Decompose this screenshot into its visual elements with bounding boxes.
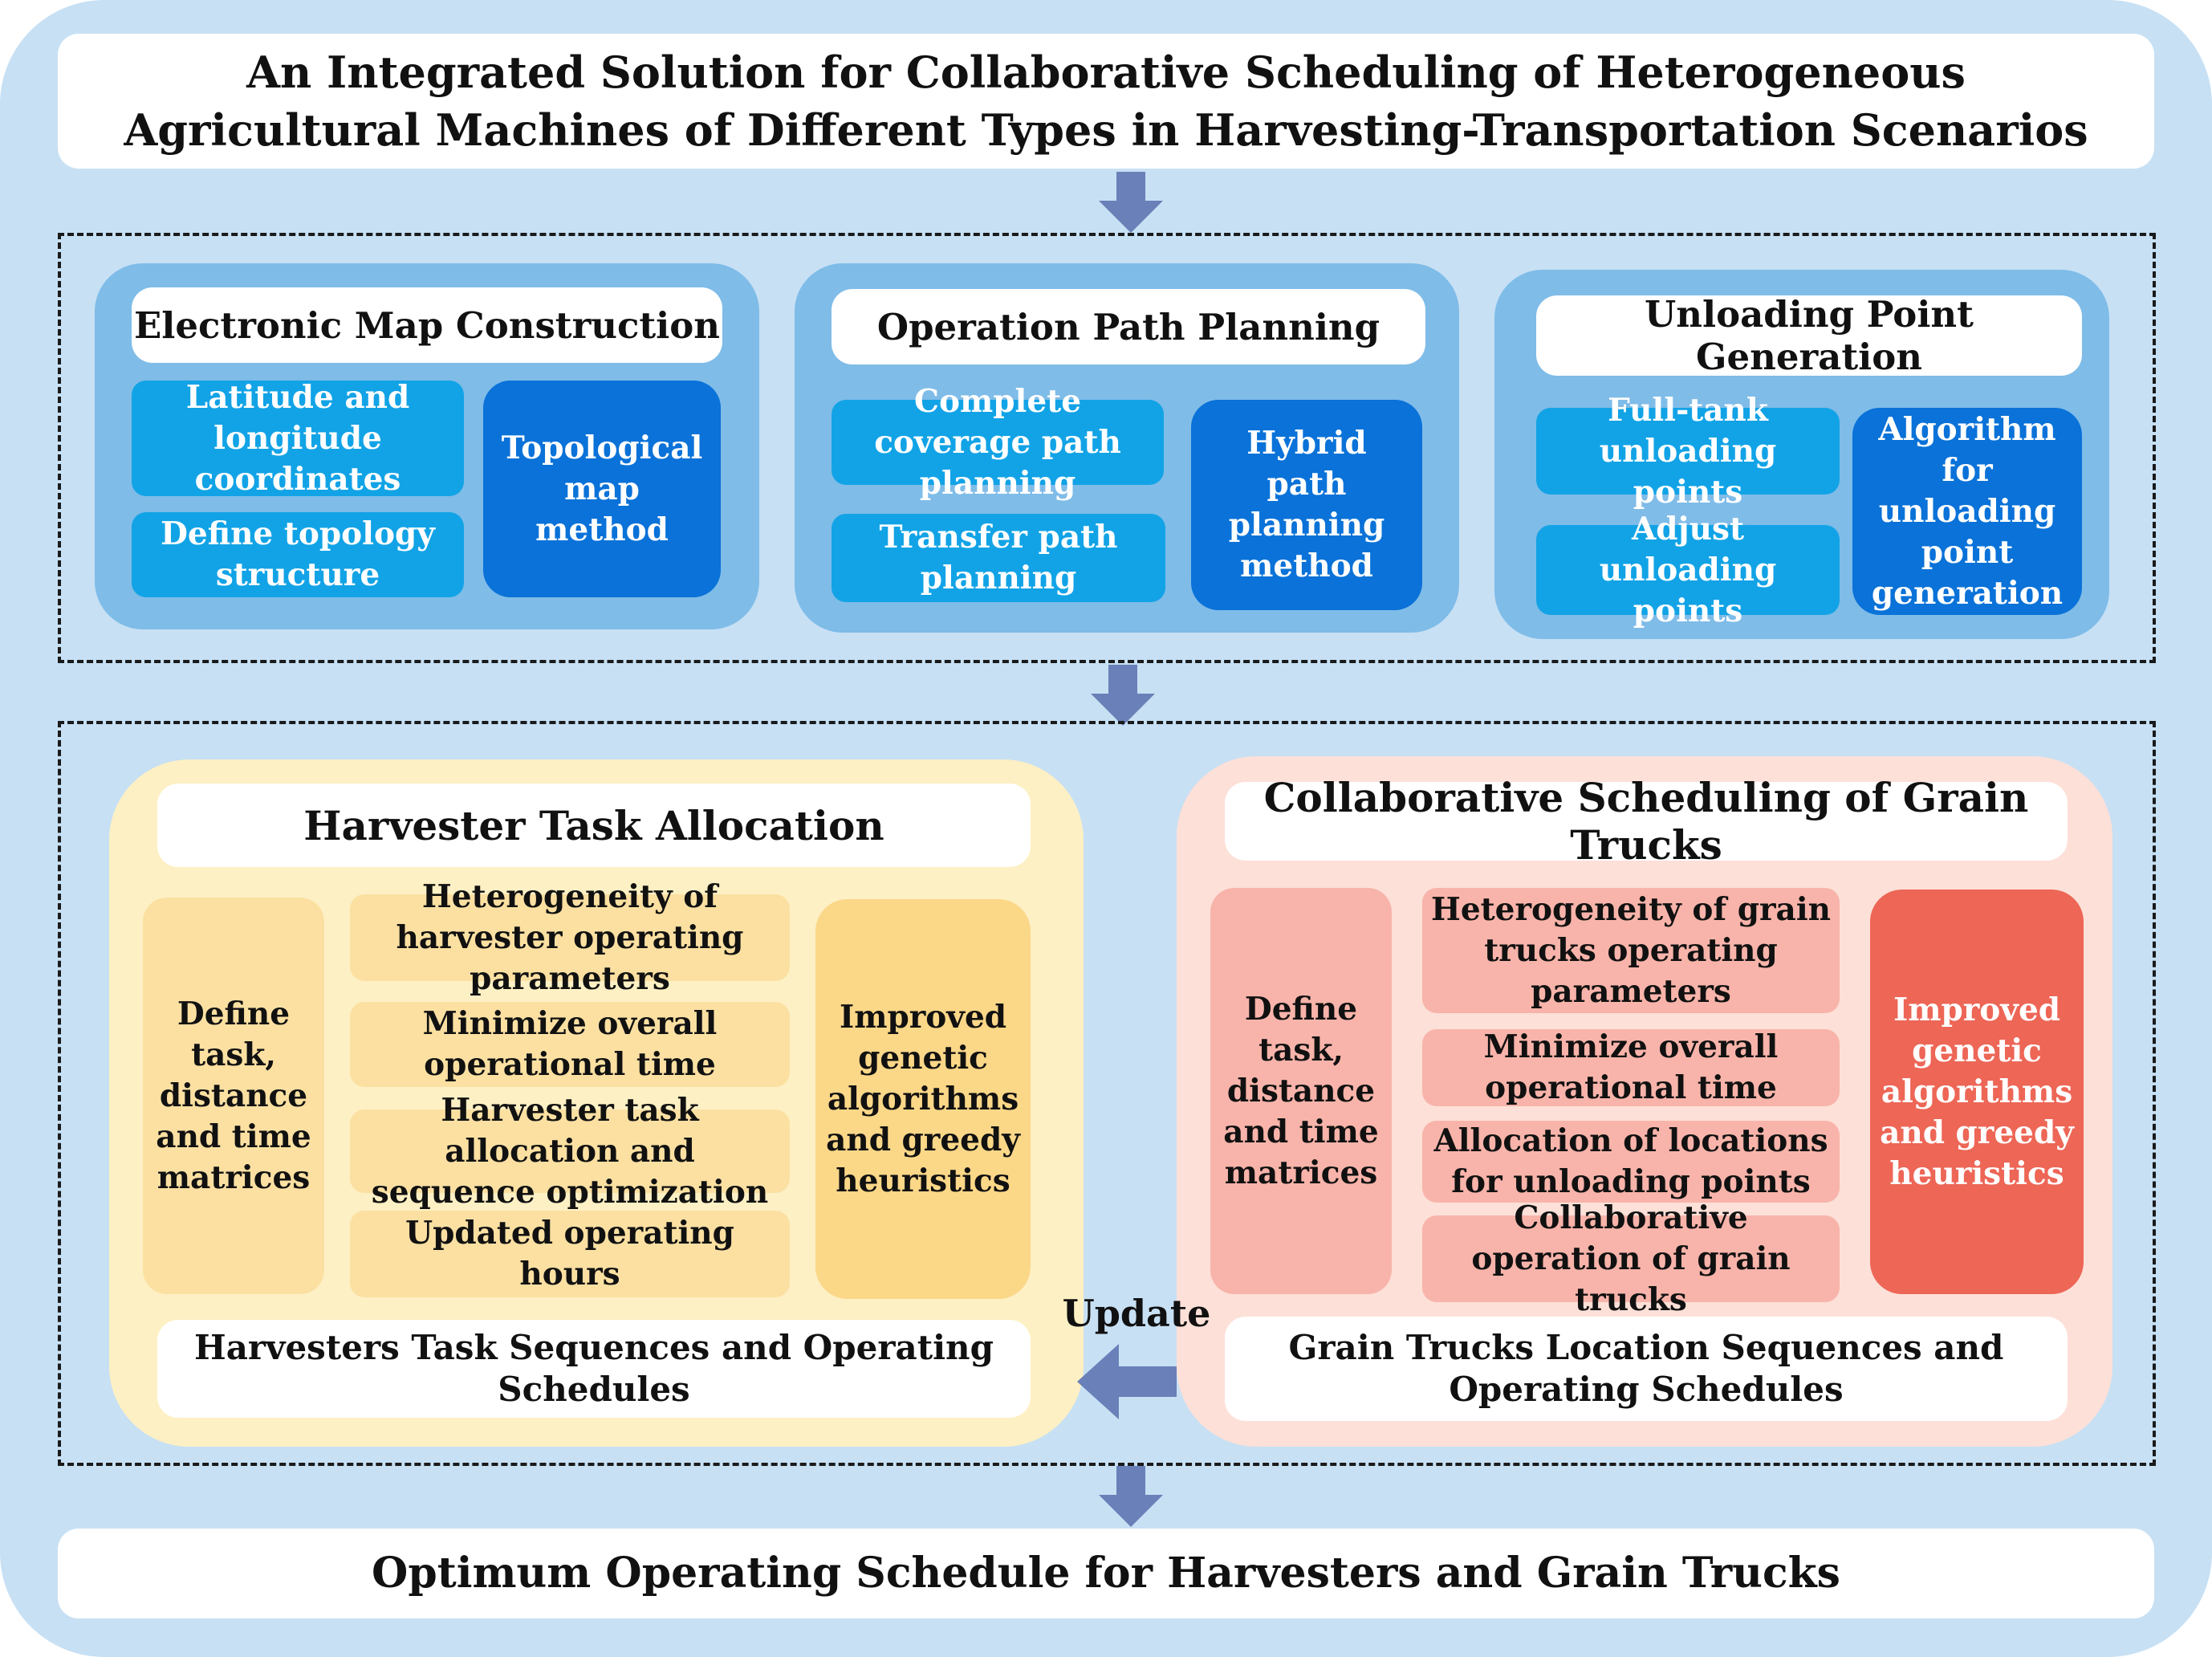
map-method-text: Topological map method — [501, 429, 703, 548]
unload-item-adjust-text: Adjust unloading points — [1599, 510, 1777, 629]
trucks-item-locations: Allocation of locations for unloading po… — [1422, 1121, 1840, 1203]
harvester-item-minimize: Minimize overall operational time — [350, 1002, 790, 1087]
unloading-point-title: Unloading Point Generation — [1536, 293, 2082, 378]
harvester-item-heterogeneity: Heterogeneity of harvester operating par… — [350, 878, 790, 997]
map-item-topology: Define topology structure — [132, 512, 464, 597]
trucks-define-matrices: Define task, distance and time matrices — [1210, 888, 1392, 1294]
harvester-algorithm-text: Improved genetic algorithms and greedy h… — [826, 998, 1020, 1199]
harvester-task-title-text: Harvester Task Allocation — [303, 801, 884, 849]
map-construction-title-text: Electronic Map Construction — [133, 303, 721, 347]
unload-item-adjust: Adjust unloading points — [1536, 511, 1840, 629]
preparation-stage-group — [58, 233, 2156, 663]
map-method: Topological map method — [483, 381, 721, 597]
unload-method-text: Algorithm for unloading point generation — [1871, 410, 2064, 612]
harvester-define-matrices: Define task, distance and time matrices — [143, 898, 324, 1294]
trucks-define-matrices-text: Define task, distance and time matrices — [1223, 990, 1379, 1191]
path-item-coverage-text: Complete coverage path planning — [874, 382, 1121, 502]
path-planning-title-text: Operation Path Planning — [876, 305, 1380, 348]
trucks-item-minimize-text: Minimize overall operational time — [1483, 1028, 1779, 1106]
trucks-item-heterogeneity-text: Heterogeneity of grain trucks operating … — [1431, 890, 1831, 1010]
arrow-left-update — [1077, 1344, 1177, 1419]
final-output-text: Optimum Operating Schedule for Harvester… — [372, 1549, 1840, 1598]
update-label: Update — [1056, 1288, 1217, 1339]
map-item-coordinates: Latitude and longitude coordinates — [132, 379, 464, 498]
harvester-item-updated-hours: Updated operating hours — [350, 1211, 790, 1297]
harvester-output-text: Harvesters Task Sequences and Operating … — [194, 1328, 994, 1409]
update-label-text: Update — [1062, 1292, 1211, 1335]
arrow-down-1 — [1099, 172, 1163, 233]
path-method: Hybrid path planning method — [1191, 400, 1422, 610]
main-title: An Integrated Solution for Collaborative… — [58, 34, 2154, 169]
map-construction-title: Electronic Map Construction — [132, 287, 722, 363]
main-title-text: An Integrated Solution for Collaborative… — [124, 47, 2088, 156]
trucks-output: Grain Trucks Location Sequences and Oper… — [1225, 1317, 2068, 1421]
harvester-output: Harvesters Task Sequences and Operating … — [157, 1320, 1031, 1418]
trucks-item-collaborative: Collaborative operation of grain trucks — [1422, 1199, 1840, 1318]
unload-item-full-tank-text: Full-tank unloading points — [1599, 391, 1777, 511]
path-item-transfer-text: Transfer path planning — [879, 519, 1118, 596]
harvester-define-matrices-text: Define task, distance and time matrices — [156, 995, 311, 1196]
scheduling-stage-group — [58, 721, 2156, 1466]
trucks-item-heterogeneity: Heterogeneity of grain trucks operating … — [1422, 888, 1840, 1013]
trucks-output-text: Grain Trucks Location Sequences and Oper… — [1288, 1328, 2004, 1409]
unloading-point-title-text: Unloading Point Generation — [1645, 293, 1974, 378]
path-planning-title: Operation Path Planning — [832, 289, 1425, 364]
map-item-topology-text: Define topology structure — [161, 515, 435, 593]
harvester-item-allocation: Harvester task allocation and sequence o… — [350, 1092, 790, 1211]
unload-item-full-tank: Full-tank unloading points — [1536, 392, 1840, 511]
map-item-coordinates-text: Latitude and longitude coordinates — [185, 378, 410, 498]
trucks-item-collaborative-text: Collaborative operation of grain trucks — [1471, 1199, 1791, 1318]
unload-method: Algorithm for unloading point generation — [1852, 408, 2082, 615]
path-method-text: Hybrid path planning method — [1228, 425, 1385, 584]
path-item-transfer: Transfer path planning — [832, 514, 1165, 602]
harvester-item-updated-hours-text: Updated operating hours — [405, 1215, 734, 1293]
harvester-task-title: Harvester Task Allocation — [157, 784, 1031, 867]
trucks-algorithm: Improved genetic algorithms and greedy h… — [1870, 890, 2084, 1294]
harvester-item-minimize-text: Minimize overall operational time — [422, 1005, 718, 1083]
arrow-down-2 — [1091, 665, 1155, 726]
grain-trucks-title: Collaborative Scheduling of Grain Trucks — [1225, 774, 2068, 869]
harvester-item-heterogeneity-text: Heterogeneity of harvester operating par… — [396, 877, 744, 997]
final-output: Optimum Operating Schedule for Harvester… — [58, 1529, 2154, 1618]
path-item-coverage: Complete coverage path planning — [832, 383, 1164, 502]
trucks-algorithm-text: Improved genetic algorithms and greedy h… — [1880, 991, 2074, 1192]
trucks-item-locations-text: Allocation of locations for unloading po… — [1433, 1122, 1828, 1200]
trucks-item-minimize: Minimize overall operational time — [1422, 1028, 1840, 1106]
arrow-down-3 — [1099, 1466, 1163, 1527]
harvester-algorithm: Improved genetic algorithms and greedy h… — [815, 899, 1031, 1299]
grain-trucks-title-text: Collaborative Scheduling of Grain Trucks — [1263, 774, 2029, 869]
harvester-item-allocation-text: Harvester task allocation and sequence o… — [371, 1091, 769, 1211]
